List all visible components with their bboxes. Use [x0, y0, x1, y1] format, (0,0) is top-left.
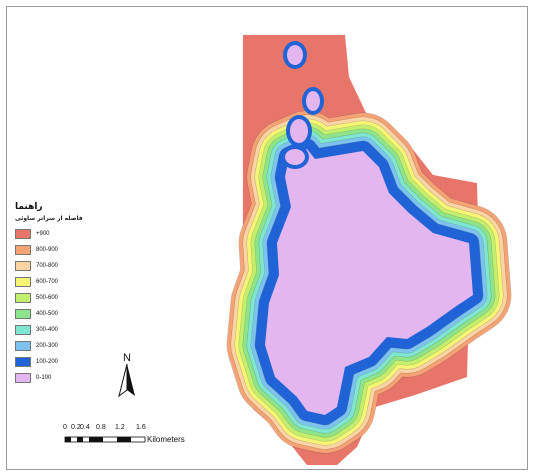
band-0-100 — [265, 149, 473, 415]
legend-title: راهنما — [15, 202, 43, 212]
legend-swatch — [15, 245, 31, 255]
legend-item: 700-800 — [15, 258, 125, 274]
legend-swatch — [15, 293, 31, 303]
scale-bar-tick: 0.4 — [80, 424, 90, 431]
north-arrow-icon — [118, 363, 135, 398]
scale-bar-tick: 1.2 — [115, 424, 125, 431]
legend-swatch — [15, 373, 31, 383]
legend-item: 400-500 — [15, 306, 125, 322]
legend-swatch — [15, 341, 31, 351]
scale-bar-tick: 0.2 — [71, 424, 81, 431]
legend-label: 100-200 — [36, 359, 59, 365]
legend-label: 0-100 — [36, 375, 52, 381]
legend-item: +900 — [15, 226, 125, 242]
legend-label: 600-700 — [36, 279, 59, 285]
map-canvas[interactable] — [7, 7, 527, 469]
legend: راهنما فاصله از سراتر ساوئی +900 800-900 7… — [15, 202, 125, 386]
scale-bar: 0 0.2 0.4 0.8 1.2 1.6 Kilometers — [63, 424, 203, 454]
legend-item: 800-900 — [15, 242, 125, 258]
north-arrow: N — [115, 352, 139, 404]
legend-item: 600-700 — [15, 274, 125, 290]
legend-swatch — [15, 357, 31, 367]
legend-items: +900 800-900 700-800 600-700 500-600 400-500 3… — [15, 226, 125, 386]
legend-swatch — [15, 229, 31, 239]
legend-swatch — [15, 309, 31, 319]
scale-bar-tick: 0 — [63, 424, 67, 431]
legend-label: 300-400 — [36, 327, 59, 333]
legend-label: 700-800 — [36, 263, 59, 269]
legend-label: 200-300 — [36, 343, 59, 349]
legend-item: 0-100 — [15, 370, 125, 386]
legend-item: 100-200 — [15, 354, 125, 370]
legend-label: 500-600 — [36, 295, 59, 301]
legend-item: 300-400 — [15, 322, 125, 338]
legend-item: 200-300 — [15, 338, 125, 354]
legend-subtitle: فاصله از سراتر ساوئی — [15, 215, 83, 222]
north-label: N — [123, 352, 131, 364]
island-core — [290, 119, 308, 143]
scale-bar-unit: Kilometers — [147, 435, 185, 444]
island-core — [287, 45, 303, 65]
legend-swatch — [15, 325, 31, 335]
island-core — [306, 91, 320, 111]
scale-bar-tick: 0.8 — [96, 424, 106, 431]
legend-item: 500-600 — [15, 290, 125, 306]
legend-label: +900 — [36, 231, 50, 237]
island-core — [285, 149, 305, 165]
legend-swatch — [15, 261, 31, 271]
legend-label: 800-900 — [36, 247, 59, 253]
legend-label: 400-500 — [36, 311, 59, 317]
scale-bar-tick: 1.6 — [136, 424, 146, 431]
scale-bar-graphic — [64, 436, 146, 443]
core-area — [260, 41, 478, 420]
legend-swatch — [15, 277, 31, 287]
map-frame: راهنما فاصله از سراتر ساوئی +900 800-900 7… — [6, 6, 528, 470]
